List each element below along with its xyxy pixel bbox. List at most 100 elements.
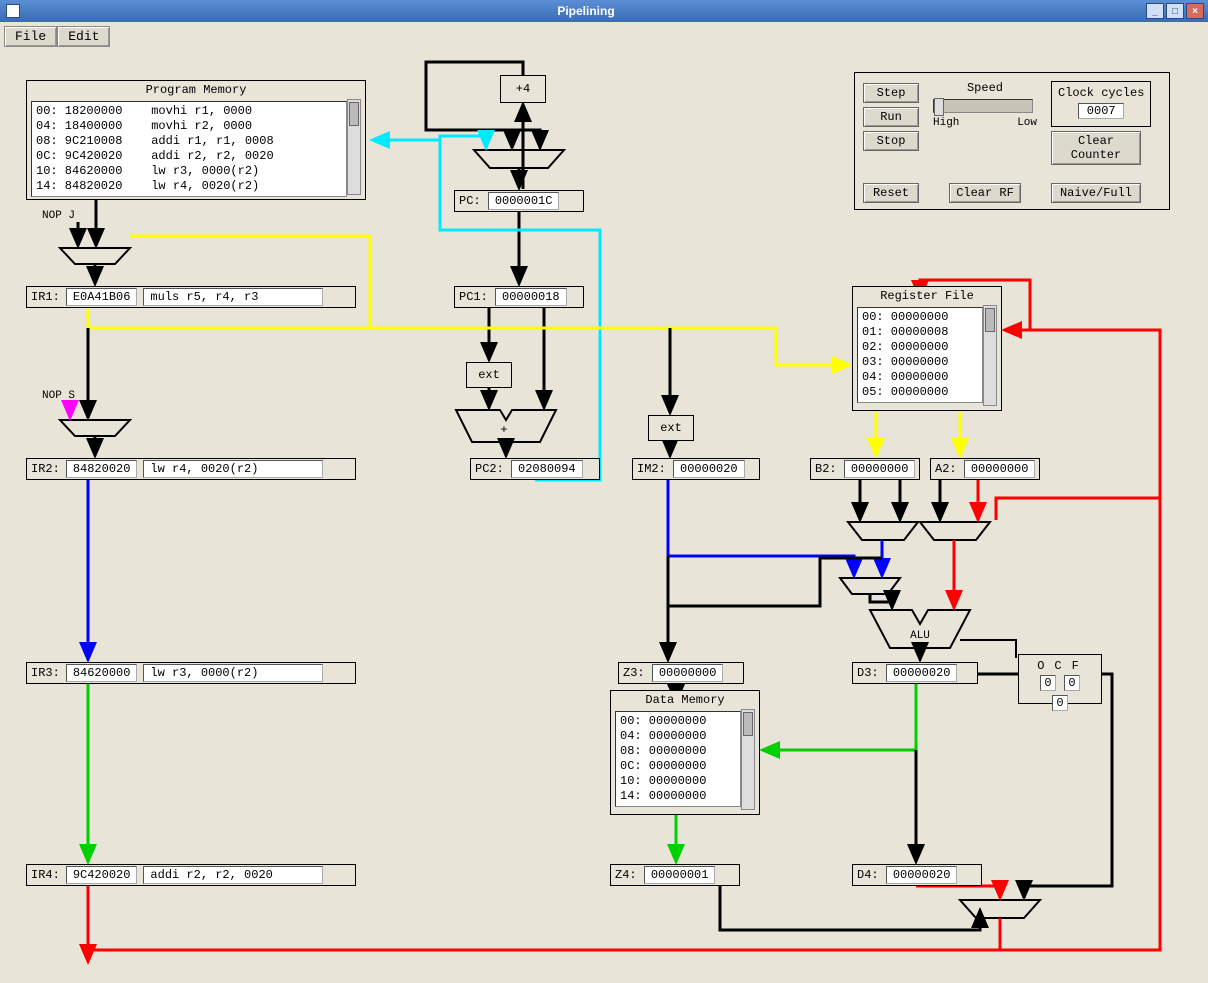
svg-text:ALU: ALU [910,630,930,642]
list-item[interactable]: 00: 00000000 [862,310,978,325]
app-icon [6,4,20,18]
plus4-block: +4 [500,75,546,103]
list-item[interactable]: 08: 9C210008 addi r1, r1, 0008 [36,134,342,149]
pc1-value: 00000018 [495,288,567,306]
speed-high-label: High [933,117,959,129]
flags-panel: OCF 000 [1018,654,1102,704]
clock-cycles-value: 0007 [1078,103,1124,119]
program-memory-list[interactable]: 00: 18200000 movhi r1, 000004: 18400000 … [31,101,347,197]
z4-register: Z4: 00000001 [610,864,740,886]
z3-label: Z3: [623,666,645,680]
ir4-hex: 9C420020 [66,866,138,884]
window-title: Pipelining [26,4,1146,18]
run-button[interactable]: Run [863,107,919,127]
list-item[interactable]: 00: 18200000 movhi r1, 0000 [36,104,342,119]
maximize-button[interactable]: □ [1166,3,1184,19]
menu-edit[interactable]: Edit [57,26,110,47]
program-memory-scrollbar[interactable] [347,99,361,195]
list-item[interactable]: 0C: 00000000 [620,759,736,774]
close-button[interactable]: × [1186,3,1204,19]
pc-value: 0000001C [488,192,560,210]
ir3-label: IR3: [31,666,60,680]
control-panel: Step Run Stop Speed High Low Clock cycle… [854,72,1170,210]
d4-label: D4: [857,868,879,882]
flag-c-header: C [1054,659,1071,673]
z3-value: 00000000 [652,664,724,682]
a2-register: A2: 00000000 [930,458,1040,480]
data-memory-panel: Data Memory 00: 0000000004: 0000000008: … [610,690,760,815]
d4-register: D4: 00000020 [852,864,982,886]
im2-register: IM2: 00000020 [632,458,760,480]
list-item[interactable]: 08: 00000000 [620,744,736,759]
register-file-panel: Register File 00: 0000000001: 0000000802… [852,286,1002,411]
register-file-scrollbar[interactable] [983,305,997,406]
step-button[interactable]: Step [863,83,919,103]
im2-label: IM2: [637,462,666,476]
nop-s-label: NOP S [42,390,75,402]
flag-o-value: 0 [1040,675,1056,691]
speed-slider[interactable] [933,99,1033,113]
window-titlebar: Pipelining _ □ × [0,0,1208,22]
ext2-block: ext [648,415,694,441]
b2-value: 00000000 [844,460,915,478]
ir1-register: IR1: E0A41B06 muls r5, r4, r3 [26,286,356,308]
z3-register: Z3: 00000000 [618,662,744,684]
list-item[interactable]: 10: 00000000 [620,774,736,789]
flag-f-header: F [1072,659,1089,673]
ir3-register: IR3: 84620000 lw r3, 0000(r2) [26,662,356,684]
stop-button[interactable]: Stop [863,131,919,151]
d3-label: D3: [857,666,879,680]
flag-f-value: 0 [1052,695,1068,711]
minimize-button[interactable]: _ [1146,3,1164,19]
list-item[interactable]: 04: 00000000 [620,729,736,744]
ir1-asm: muls r5, r4, r3 [143,288,323,306]
ir3-asm: lw r3, 0000(r2) [143,664,323,682]
register-file-title: Register File [853,287,1001,305]
nop-j-label: NOP J [42,210,75,222]
diagram-canvas: + ALU [0,50,1208,983]
list-item[interactable]: 05: 00000000 [862,385,978,400]
b2-register: B2: 00000000 [810,458,920,480]
menubar: File Edit [0,22,1208,51]
clear-rf-button[interactable]: Clear RF [949,183,1021,203]
program-memory-title: Program Memory [27,81,365,99]
d3-register: D3: 00000020 [852,662,978,684]
list-item[interactable]: 14: 84820020 lw r4, 0020(r2) [36,179,342,194]
menu-file[interactable]: File [4,26,57,47]
a2-value: 00000000 [964,460,1035,478]
list-item[interactable]: 14: 00000000 [620,789,736,804]
clock-cycles-label: Clock cycles [1058,86,1144,100]
d3-value: 00000020 [886,664,958,682]
data-memory-list[interactable]: 00: 0000000004: 0000000008: 000000000C: … [615,711,741,807]
speed-label: Speed [933,81,1037,95]
register-file-list[interactable]: 00: 0000000001: 0000000802: 0000000003: … [857,307,983,403]
z4-value: 00000001 [644,866,716,884]
list-item[interactable]: 00: 00000000 [620,714,736,729]
list-item[interactable]: 04: 00000000 [862,370,978,385]
clock-cycles-box: Clock cycles 0007 [1051,81,1151,127]
list-item[interactable]: 02: 00000000 [862,340,978,355]
ir1-hex: E0A41B06 [66,288,138,306]
ir3-hex: 84620000 [66,664,138,682]
data-memory-scrollbar[interactable] [741,709,755,810]
list-item[interactable]: 03: 00000000 [862,355,978,370]
ir2-register: IR2: 84820020 lw r4, 0020(r2) [26,458,356,480]
ext1-block: ext [466,362,512,388]
flag-c-value: 0 [1064,675,1080,691]
clear-counter-button[interactable]: Clear Counter [1051,131,1141,165]
pc2-register: PC2: 02080094 [470,458,600,480]
z4-label: Z4: [615,868,637,882]
list-item[interactable]: 10: 84620000 lw r3, 0000(r2) [36,164,342,179]
svg-text:+: + [500,423,507,437]
ir2-hex: 84820020 [66,460,138,478]
ir4-register: IR4: 9C420020 addi r2, r2, 0020 [26,864,356,886]
ir2-label: IR2: [31,462,60,476]
naive-full-button[interactable]: Naive/Full [1051,183,1141,203]
list-item[interactable]: 0C: 9C420020 addi r2, r2, 0020 [36,149,342,164]
reset-button[interactable]: Reset [863,183,919,203]
ir4-asm: addi r2, r2, 0020 [143,866,323,884]
list-item[interactable]: 01: 00000008 [862,325,978,340]
data-memory-title: Data Memory [611,691,759,709]
pc2-label: PC2: [475,462,504,476]
list-item[interactable]: 04: 18400000 movhi r2, 0000 [36,119,342,134]
